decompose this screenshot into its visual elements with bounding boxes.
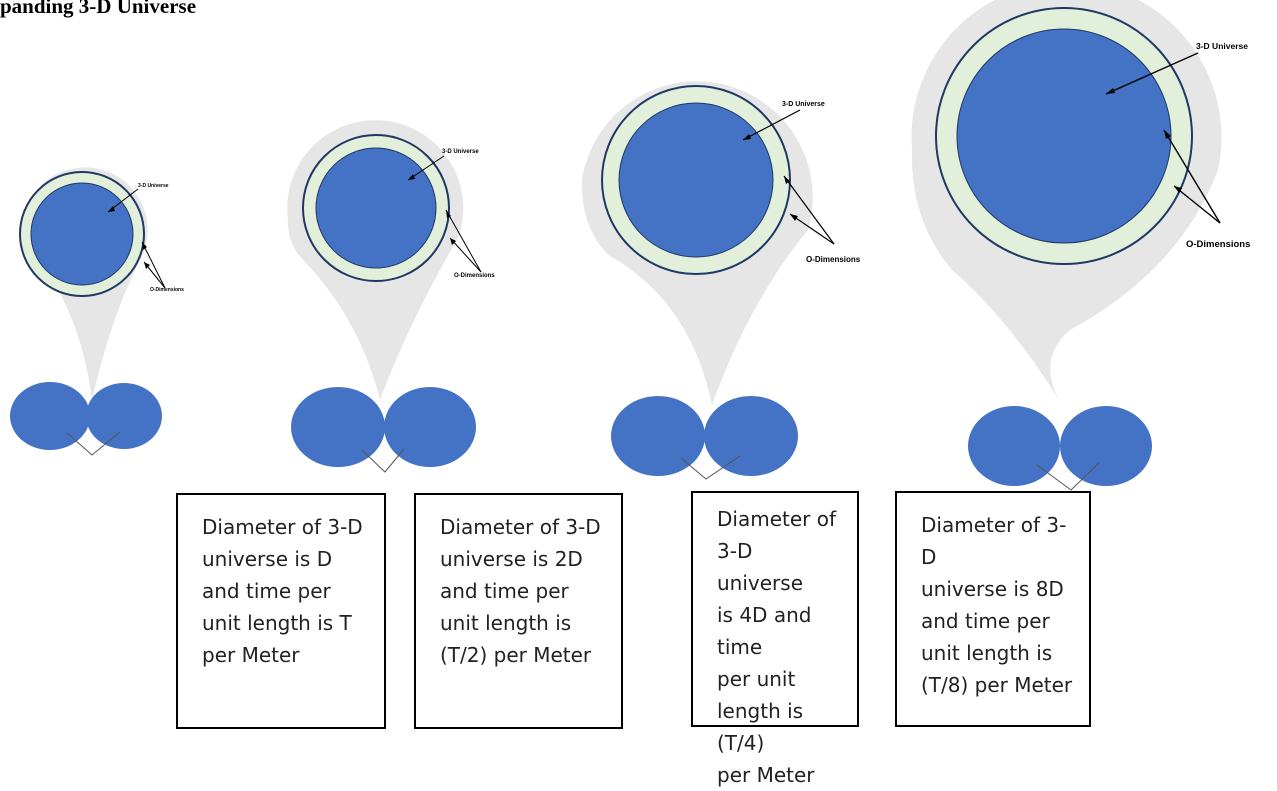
- stage-3-base-connector: [680, 455, 741, 480]
- stage-3-universe-arrow: [742, 109, 801, 141]
- stage-1-left-base-circle: [10, 382, 90, 450]
- stage-2-universe-arrow: [407, 155, 445, 181]
- stage-1: 3-D Universe O-Dimensions: [10, 167, 184, 456]
- page-title: panding 3-D Universe: [0, 0, 197, 18]
- stage-4-caption-box: Diameter of 3-D universe is 8D and time …: [895, 491, 1091, 727]
- stage-4-o-dim-arrow-a: [1163, 129, 1221, 224]
- stage-3-right-base-circle: [704, 396, 798, 476]
- stage-4-o-dim-arrowhead-a: [1164, 130, 1171, 139]
- stage-3-left-base-circle: [611, 396, 705, 476]
- stage-4-base-connector: [1036, 462, 1100, 491]
- stage-4-universe-label: 3-D Universe: [1196, 41, 1248, 51]
- stage-2-universe-arrowhead: [408, 174, 415, 180]
- stage-3-universe-arrowhead: [743, 134, 751, 140]
- stage-1-universe-arrowhead: [108, 206, 115, 212]
- stage-1-caption-box: Diameter of 3-D universe is D and time p…: [176, 493, 386, 729]
- stage-4-caption: Diameter of 3-D universe is 8D and time …: [921, 513, 1073, 697]
- stage-1-universe: [30, 182, 134, 286]
- expanding-universe-diagram: 3-D Universe O-Dimensions 3-D Universe O…: [10, 0, 1250, 491]
- stage-2-base-connector: [361, 448, 405, 473]
- stage-2-universe: [315, 147, 437, 269]
- stage-4-right-base-circle: [1060, 406, 1152, 486]
- stage-3-o-dimensions-label: O-Dimensions: [806, 255, 861, 264]
- stage-4-left-base-circle: [968, 406, 1060, 486]
- stage-4: 3-D Universe O-Dimensions: [911, 0, 1250, 491]
- stage-2-universe-label: 3-D Universe: [442, 149, 479, 155]
- stage-2-o-dim-arrow-b: [449, 237, 482, 273]
- stage-4-o-dim-arrowhead-b: [1174, 186, 1182, 193]
- stage-2-caption-box: Diameter of 3-D universe is 2D and time …: [414, 493, 623, 729]
- stage-3-o-dim-arrow-a: [783, 175, 835, 245]
- stage-2-o-dimensions-label: O-Dimensions: [454, 273, 495, 279]
- stage-3-o-dim-arrow-b: [789, 213, 835, 245]
- stage-1-base-connector: [66, 431, 121, 456]
- stage-4-o-dim-arrow-b: [1173, 185, 1221, 224]
- stage-1-o-dim-arrowhead-b: [144, 262, 150, 269]
- stage-3-o-dim-arrowhead-a: [784, 176, 790, 184]
- stage-1-o-dimensions-label: O-Dimensions: [150, 287, 184, 293]
- stage-1-right-base-circle: [86, 383, 162, 449]
- stage-2-right-base-circle: [384, 387, 476, 467]
- stage-2-caption: Diameter of 3-D universe is 2D and time …: [440, 515, 601, 667]
- stage-2-o-dim-arrowhead-a: [446, 210, 451, 218]
- stage-1-o-dim-arrowhead-a: [142, 242, 147, 250]
- stage-3-caption-box: Diameter of 3-D universe is 4D and time …: [691, 491, 859, 787]
- stage-2: 3-D Universe O-Dimensions: [287, 120, 495, 473]
- stage-3-caption: Diameter of 3-D universe is 4D and time …: [717, 507, 837, 787]
- stage-4-universe: [956, 28, 1172, 244]
- stage-2-left-base-circle: [291, 387, 385, 467]
- stage-3-o-dim-arrowhead-b: [790, 214, 798, 221]
- stage-1-universe-label: 3-D Universe: [138, 183, 169, 189]
- stage-1-caption: Diameter of 3-D universe is D and time p…: [202, 515, 363, 667]
- stage-3-universe: [618, 102, 774, 258]
- stage-3-universe-label: 3-D Universe: [782, 101, 825, 108]
- stage-2-o-dim-arrow-a: [445, 209, 482, 273]
- stage-4-universe-arrowhead: [1106, 88, 1115, 94]
- stage-4-o-dimensions-label: O-Dimensions: [1186, 239, 1250, 250]
- stage-4-universe-arrow: [1105, 52, 1199, 95]
- stage-1-o-dim-arrow-a: [141, 241, 166, 289]
- stage-2-o-dim-arrowhead-b: [450, 238, 456, 245]
- stage-3: 3-D Universe O-Dimensions: [581, 81, 861, 480]
